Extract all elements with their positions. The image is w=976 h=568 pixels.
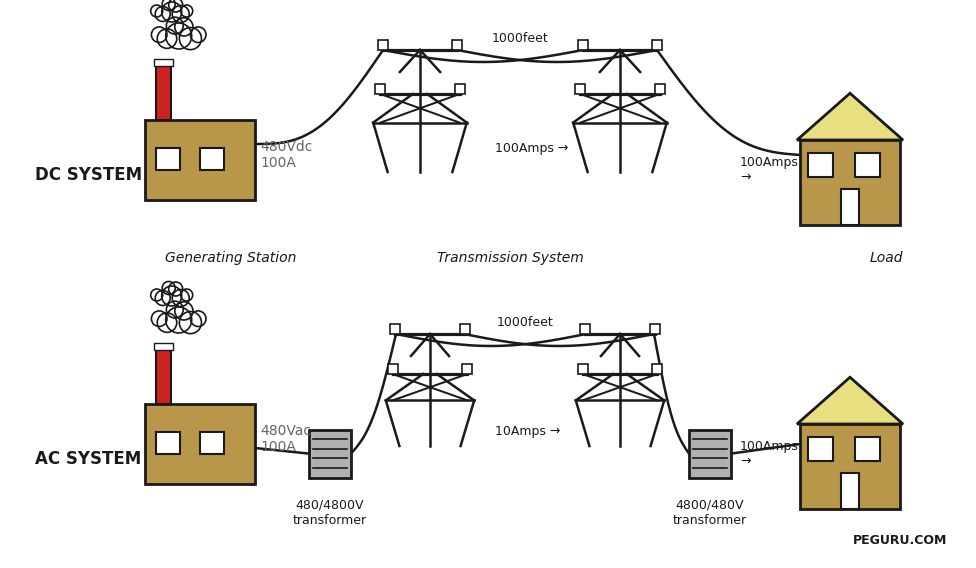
- Circle shape: [157, 313, 177, 332]
- Text: 480Vdc
100A: 480Vdc 100A: [260, 140, 312, 170]
- Text: 100Amps →: 100Amps →: [495, 141, 568, 154]
- Circle shape: [162, 0, 176, 10]
- Bar: [376, 84, 386, 94]
- Bar: [655, 84, 665, 94]
- Circle shape: [155, 290, 170, 306]
- Bar: [578, 40, 588, 50]
- Polygon shape: [797, 377, 903, 424]
- Circle shape: [166, 301, 183, 318]
- Circle shape: [166, 307, 191, 333]
- Bar: [576, 84, 586, 94]
- Circle shape: [175, 302, 193, 320]
- Circle shape: [181, 5, 192, 17]
- Circle shape: [150, 289, 163, 301]
- Bar: [461, 324, 470, 334]
- Circle shape: [181, 289, 192, 301]
- Text: 100Amps
→: 100Amps →: [740, 156, 799, 184]
- Bar: [652, 40, 663, 50]
- Circle shape: [172, 6, 189, 23]
- Circle shape: [175, 18, 193, 36]
- Bar: [453, 40, 463, 50]
- Bar: [650, 324, 661, 334]
- Bar: [154, 343, 174, 350]
- Circle shape: [166, 23, 191, 49]
- Bar: [463, 364, 472, 374]
- Circle shape: [166, 17, 183, 34]
- Circle shape: [155, 6, 170, 22]
- Circle shape: [162, 282, 176, 294]
- Bar: [389, 324, 399, 334]
- Bar: [689, 429, 731, 478]
- Bar: [455, 84, 465, 94]
- Circle shape: [157, 29, 177, 48]
- Bar: [145, 120, 255, 200]
- Bar: [855, 153, 880, 177]
- Circle shape: [151, 311, 167, 327]
- Circle shape: [162, 2, 182, 22]
- Circle shape: [150, 5, 163, 17]
- Circle shape: [151, 27, 167, 43]
- Circle shape: [190, 311, 206, 327]
- Text: 1000feet: 1000feet: [492, 32, 549, 45]
- Bar: [580, 324, 590, 334]
- Bar: [808, 437, 833, 461]
- Circle shape: [190, 27, 206, 43]
- Bar: [200, 148, 224, 170]
- Text: 100Amps
→: 100Amps →: [740, 440, 799, 468]
- Circle shape: [162, 286, 182, 306]
- Circle shape: [169, 0, 183, 12]
- Bar: [378, 40, 387, 50]
- Text: 480Vac
100A: 480Vac 100A: [260, 424, 311, 454]
- Text: Load: Load: [870, 251, 904, 265]
- Circle shape: [169, 282, 183, 296]
- Bar: [800, 140, 900, 225]
- Bar: [156, 432, 181, 454]
- Bar: [309, 429, 351, 478]
- Bar: [200, 432, 224, 454]
- Text: DC SYSTEM: DC SYSTEM: [35, 166, 142, 184]
- Text: AC SYSTEM: AC SYSTEM: [35, 450, 142, 468]
- Bar: [154, 59, 174, 66]
- Bar: [800, 424, 900, 509]
- Bar: [387, 364, 397, 374]
- Bar: [841, 189, 859, 225]
- Bar: [578, 364, 588, 374]
- Circle shape: [180, 28, 201, 49]
- Bar: [841, 473, 859, 509]
- Bar: [156, 64, 172, 120]
- Text: Generating Station: Generating Station: [165, 251, 297, 265]
- Text: 10Amps →: 10Amps →: [495, 425, 560, 438]
- Text: 1000feet: 1000feet: [497, 316, 553, 329]
- Text: 480/4800V
transformer: 480/4800V transformer: [293, 499, 367, 527]
- Bar: [652, 364, 663, 374]
- Bar: [156, 348, 172, 404]
- Bar: [156, 148, 181, 170]
- Text: Transmission System: Transmission System: [436, 251, 584, 265]
- Polygon shape: [797, 93, 903, 140]
- Text: PEGURU.COM: PEGURU.COM: [853, 533, 947, 546]
- Circle shape: [180, 312, 201, 333]
- Text: 4800/480V
transformer: 4800/480V transformer: [672, 499, 747, 527]
- Bar: [808, 153, 833, 177]
- Bar: [145, 404, 255, 484]
- Bar: [855, 437, 880, 461]
- Circle shape: [172, 290, 189, 307]
